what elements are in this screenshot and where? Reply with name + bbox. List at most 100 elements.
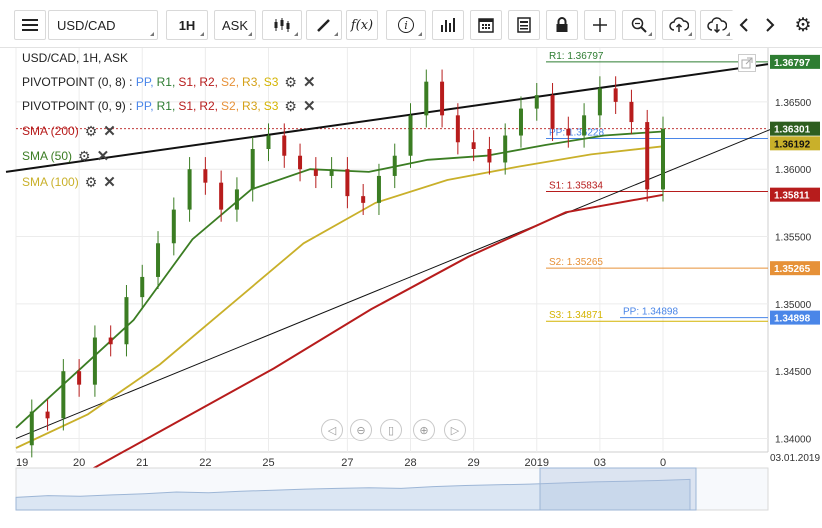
level-badge-bg xyxy=(770,310,820,325)
candle-body xyxy=(629,101,634,123)
chart-area[interactable]: 1.36500 1.36000 1.35500 1.35000 1.34500 1.340… xyxy=(0,48,822,528)
level-badge: 1.36797 xyxy=(774,58,811,69)
legend-s3: S3 xyxy=(263,99,279,113)
gear-icon[interactable]: ⚙ xyxy=(78,147,91,164)
candle-body xyxy=(661,128,665,190)
legend-r2: R2, xyxy=(199,99,219,113)
pivot-level-label: PP: 1.34898 xyxy=(623,307,678,318)
candle-body xyxy=(234,189,239,210)
crosshair-button[interactable] xyxy=(584,10,616,40)
draw-tool-button[interactable] xyxy=(306,10,342,40)
level-badge-bg xyxy=(770,261,820,276)
pivot-level-label: S1: 1.35834 xyxy=(549,181,603,192)
legend-sep: : xyxy=(125,99,136,113)
candle-body xyxy=(92,337,97,385)
candle-body xyxy=(266,135,271,149)
scroll-right-button[interactable] xyxy=(758,10,782,40)
candle-body xyxy=(171,209,176,244)
lock-button[interactable] xyxy=(546,10,578,40)
reset-view-button[interactable]: ▯ xyxy=(380,419,402,441)
legend-sma50: SMA (50) ⚙ ✕ xyxy=(22,147,110,166)
candle-body xyxy=(566,128,571,136)
legend-pp: PP, xyxy=(135,75,154,89)
gear-icon[interactable]: ⚙ xyxy=(284,97,297,114)
y-tick-label: 1.36500 xyxy=(775,98,812,109)
nav-forward-button[interactable]: ▷ xyxy=(444,419,466,441)
candle-body xyxy=(487,149,492,163)
candle-body xyxy=(77,371,82,385)
y-tick-label: 1.36000 xyxy=(775,165,812,176)
close-icon[interactable]: ✕ xyxy=(103,174,116,191)
interval-label: 1H xyxy=(178,17,196,33)
nav-back-button[interactable]: ◁ xyxy=(321,419,343,441)
legend-pivot-8-name: PIVOTPOINT (0, 8) xyxy=(22,75,126,89)
candle-body xyxy=(219,182,224,210)
legend-s1: S1, xyxy=(178,99,197,113)
download-button[interactable] xyxy=(700,10,734,40)
popout-button[interactable] xyxy=(738,54,756,72)
volume-button[interactable] xyxy=(432,10,464,40)
scroll-left-button[interactable] xyxy=(732,10,756,40)
close-icon[interactable]: ✕ xyxy=(103,123,116,140)
candle-body xyxy=(597,88,602,116)
x-tick-label: 19 xyxy=(16,457,28,469)
indicators-button[interactable]: f(x) xyxy=(346,10,378,40)
date-label: 03.01.2019 xyxy=(770,453,821,464)
interval-selector[interactable]: 1H xyxy=(166,10,208,40)
candle-body xyxy=(503,135,508,163)
level-badge-bg xyxy=(770,54,820,69)
current-price-badge: 1.36301 xyxy=(774,125,811,136)
candle-body xyxy=(45,411,50,419)
candle-body xyxy=(582,115,587,136)
document-button[interactable] xyxy=(508,10,540,40)
zoom-button[interactable] xyxy=(622,10,656,40)
pivot-level-label: PP: 1.36228 xyxy=(549,127,604,138)
calendar-icon xyxy=(478,18,494,33)
zoom-out-icon: ⊖ xyxy=(356,424,366,437)
candle-body xyxy=(613,88,618,102)
legend-s1: S1, xyxy=(178,75,197,89)
price-chart[interactable]: 1.36500 1.36000 1.35500 1.35000 1.34500 1.340… xyxy=(0,48,822,528)
legend-s2: S2, xyxy=(221,99,240,113)
gear-icon[interactable]: ⚙ xyxy=(84,122,98,139)
sma100-line xyxy=(15,145,664,449)
price-type-selector[interactable]: ASK xyxy=(214,10,256,40)
calendar-button[interactable] xyxy=(470,10,502,40)
legend-r1: R1, xyxy=(156,75,176,89)
symbol-selector[interactable]: USD/CAD xyxy=(48,10,158,40)
chart-title: USD/CAD, 1H, ASK xyxy=(22,51,129,65)
pivot-level-label: S3: 1.34871 xyxy=(549,310,603,321)
legend-s2: S2, xyxy=(221,75,240,89)
close-icon[interactable]: ✕ xyxy=(96,148,110,165)
chart-type-button[interactable] xyxy=(262,10,302,40)
legend-sma100-label: SMA (100) xyxy=(22,175,79,189)
pivot-level-label: R1: 1.36797 xyxy=(549,51,604,62)
candle-body xyxy=(156,243,161,277)
crosshair-icon xyxy=(593,18,607,32)
candlestick-icon xyxy=(274,18,290,32)
arrow-right-icon xyxy=(766,18,775,32)
x-tick-label: 2019 xyxy=(525,457,549,469)
arrow-left-icon: ◁ xyxy=(327,424,337,437)
x-tick-label: 0 xyxy=(660,457,666,469)
menu-button[interactable] xyxy=(14,10,46,40)
legend-sma100: SMA (100) ⚙ ✕ xyxy=(22,173,116,192)
lock-icon xyxy=(556,17,568,32)
candle-body xyxy=(329,169,334,176)
close-icon[interactable]: ✕ xyxy=(302,98,316,115)
volume-bars-icon xyxy=(441,18,455,32)
candle-body xyxy=(140,276,145,298)
gear-icon[interactable]: ⚙ xyxy=(84,173,98,190)
info-button[interactable]: i xyxy=(386,10,426,40)
candle-body xyxy=(313,169,318,176)
navigator-area xyxy=(15,478,691,511)
external-link-icon xyxy=(741,57,753,69)
gear-icon[interactable]: ⚙ xyxy=(284,73,297,90)
legend-r3: R3, xyxy=(242,99,261,113)
upload-button[interactable] xyxy=(662,10,696,40)
settings-button[interactable]: ⚙ xyxy=(790,10,816,40)
close-icon[interactable]: ✕ xyxy=(302,74,316,91)
zoom-in-button[interactable]: ⊕ xyxy=(413,419,435,441)
upper-trendline xyxy=(5,63,769,173)
zoom-out-button[interactable]: ⊖ xyxy=(350,419,372,441)
